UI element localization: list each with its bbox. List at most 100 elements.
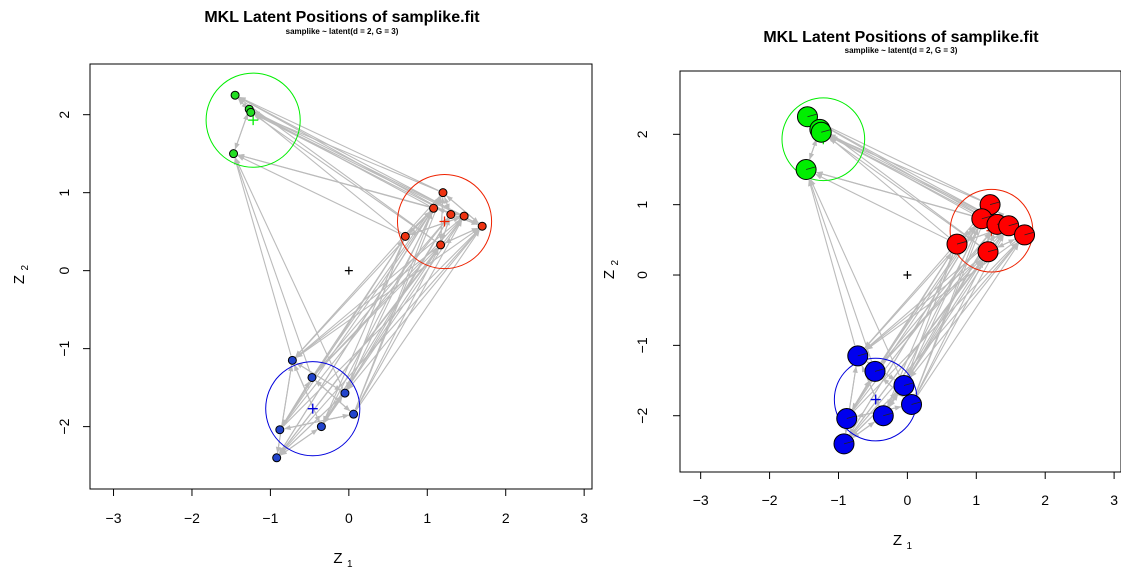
network-edge <box>237 153 460 216</box>
chart-title: MKL Latent Positions of samplike.fit <box>763 29 1039 46</box>
pie-slice-divider <box>807 113 817 118</box>
actor-point <box>316 422 326 432</box>
x-tick-label: −2 <box>184 510 200 526</box>
network-edge <box>446 195 479 224</box>
pie-slice-divider <box>1024 232 1034 236</box>
origin-marker <box>903 271 912 280</box>
network-edge <box>282 217 449 427</box>
network-edge <box>355 219 463 411</box>
network-edge <box>296 362 341 391</box>
network-edge <box>917 243 1019 396</box>
actor-point <box>446 210 456 220</box>
network-edge <box>253 110 460 215</box>
network-edge <box>355 248 439 410</box>
x-tick-label: 1 <box>423 510 431 526</box>
network-edge <box>915 261 984 395</box>
x-tick-label: 2 <box>1041 492 1049 508</box>
pie-slice-divider <box>857 353 867 357</box>
network-edge <box>907 254 954 376</box>
network-edge <box>816 171 999 224</box>
x-tick-label: 1 <box>972 492 980 508</box>
actor-point <box>307 372 317 382</box>
pie-slice-divider <box>956 241 967 245</box>
network-edge <box>239 96 439 192</box>
network-edge <box>280 429 318 456</box>
network-edge <box>355 229 480 411</box>
left-latent-plot: MKL Latent Positions of samplike.fitsamp… <box>11 9 593 570</box>
x-axis-label-subscript: 1 <box>907 541 913 552</box>
actor-point <box>275 425 285 435</box>
network-edge <box>282 211 432 426</box>
y-tick-label: −1 <box>634 337 650 353</box>
network-edge <box>279 396 342 455</box>
network-edge <box>254 114 437 243</box>
network-edge <box>864 212 984 349</box>
plot-frame <box>89 63 593 490</box>
y-tick-label: 0 <box>634 271 650 279</box>
cluster-circle <box>781 97 866 182</box>
actor-point <box>349 409 359 419</box>
network-edge <box>284 413 350 430</box>
x-tick-label: 3 <box>580 510 588 526</box>
chart-title: MKL Latent Positions of samplike.fit <box>204 9 480 26</box>
actor-point <box>287 355 297 365</box>
network-edge <box>827 136 949 238</box>
network-edge <box>238 97 447 213</box>
chart-subtitle: samplike ~ latent(d = 2, G = 3) <box>845 46 958 55</box>
cluster-center-marker <box>248 115 259 126</box>
network-edge <box>278 212 432 455</box>
y-axis-label: Z <box>601 270 618 279</box>
pie-slice-divider <box>843 440 854 445</box>
x-tick-label: 2 <box>502 510 510 526</box>
pie-slice-divider <box>903 382 914 386</box>
pie-slice-divider <box>981 215 991 220</box>
y-tick-label: −2 <box>56 418 72 434</box>
cluster-center-marker <box>307 403 318 414</box>
network-edge <box>282 239 404 426</box>
y-tick-label: 2 <box>634 130 650 138</box>
actor-point <box>230 90 240 100</box>
x-axis-label: Z <box>333 550 342 567</box>
network-edge <box>816 121 988 220</box>
network-edge <box>830 136 981 201</box>
pie-slice-divider <box>846 415 856 419</box>
network-edge <box>293 364 320 423</box>
cluster-center-marker <box>870 394 881 405</box>
actor-point <box>429 203 439 213</box>
network-edge <box>852 252 952 410</box>
edge-layer <box>808 118 1019 438</box>
actor-point <box>438 188 448 198</box>
network-edge <box>295 196 441 358</box>
network-edge <box>997 239 1016 248</box>
network-edge <box>276 364 294 453</box>
network-edge <box>234 157 311 373</box>
network-edge <box>808 179 856 346</box>
x-tick-label: −1 <box>262 510 278 526</box>
y-tick-label: −2 <box>634 408 650 424</box>
x-tick-label: −3 <box>693 492 709 508</box>
cluster-circle <box>396 173 493 270</box>
network-edge <box>233 157 292 356</box>
network-edge <box>810 178 900 376</box>
x-axis-label: Z <box>893 532 902 549</box>
y-axis-label: Z <box>11 275 28 284</box>
y-tick-label: −1 <box>56 340 72 356</box>
network-edge <box>347 229 480 390</box>
network-edge <box>914 228 979 395</box>
network-edge <box>850 260 982 436</box>
network-edge <box>809 139 817 160</box>
network-edge <box>881 232 991 364</box>
actor-point <box>229 149 239 159</box>
pie-slice-divider <box>1008 222 1018 227</box>
x-tick-label: −1 <box>831 492 847 508</box>
actor-point <box>436 240 446 250</box>
pie-slice-divider <box>989 201 1000 206</box>
edge-layer <box>233 96 480 456</box>
network-edge <box>234 113 249 150</box>
network-edge <box>809 179 872 362</box>
right-latent-plot: MKL Latent Positions of samplike.fitsamp… <box>601 29 1121 552</box>
network-edge <box>829 138 980 246</box>
plot-frame <box>679 70 1121 473</box>
x-tick-label: −2 <box>762 492 778 508</box>
